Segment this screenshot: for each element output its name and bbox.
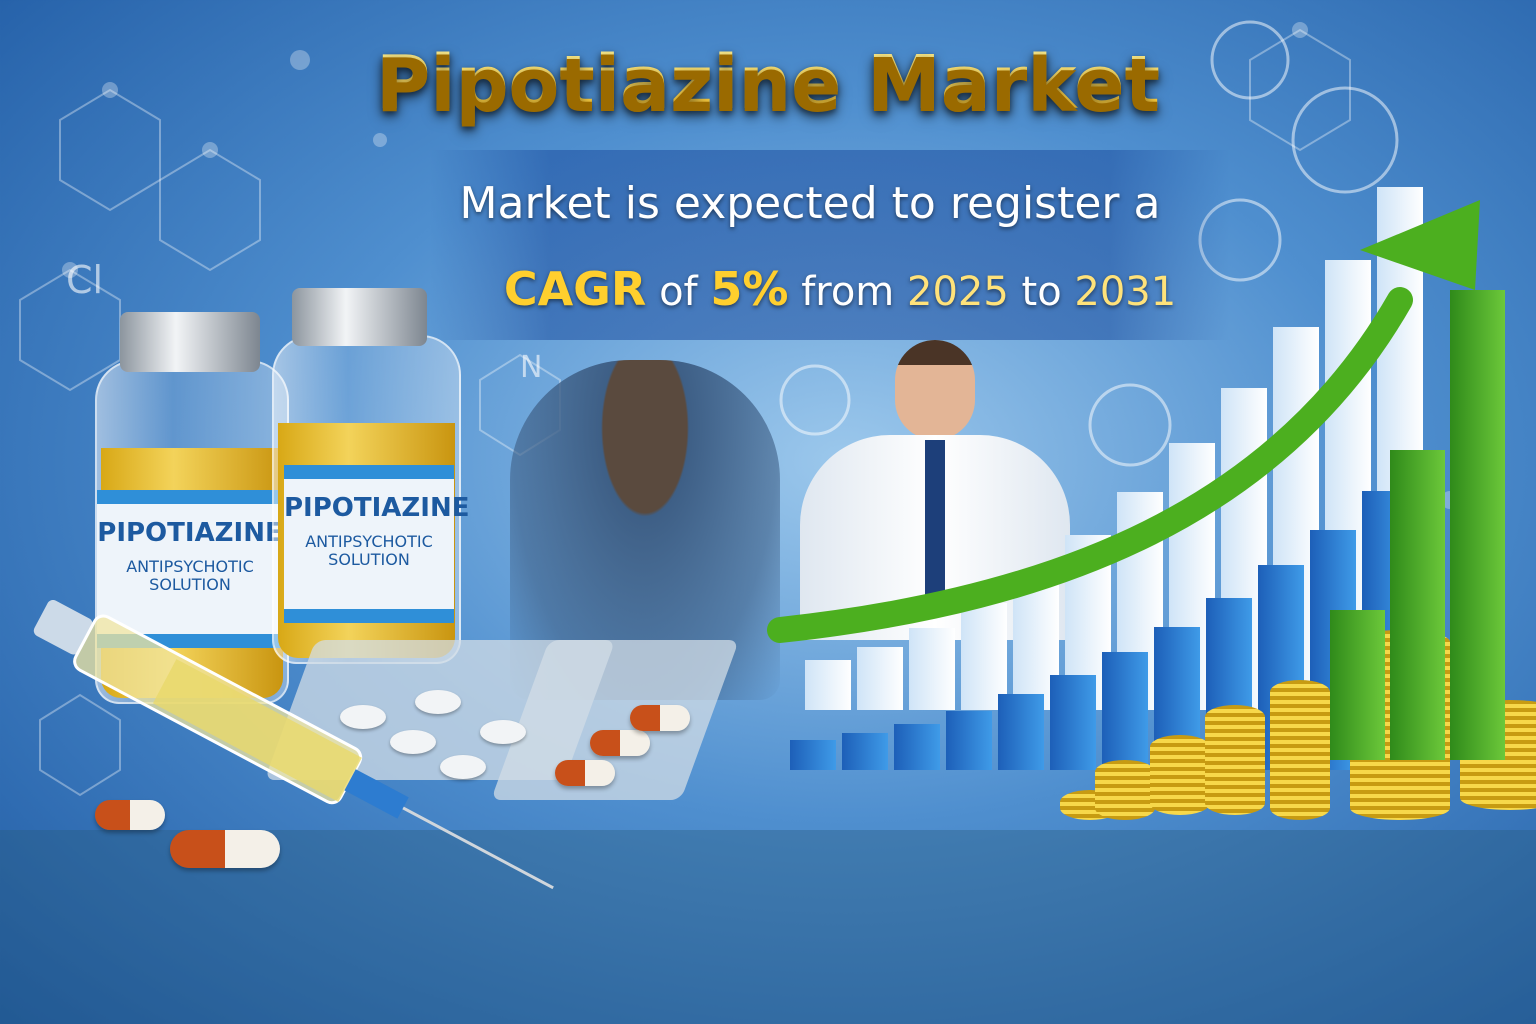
blue-bar xyxy=(1050,675,1096,770)
vial-right-form: SOLUTION xyxy=(328,550,410,569)
coin-stack xyxy=(1095,760,1155,820)
growth-arrow xyxy=(767,200,1480,643)
capsule xyxy=(590,730,650,756)
capsule xyxy=(630,705,690,731)
cagr-label: CAGR xyxy=(503,262,647,316)
tablet xyxy=(440,755,486,779)
blue-bar xyxy=(1102,652,1148,770)
end-year: 2031 xyxy=(1074,269,1177,315)
tablet xyxy=(390,730,436,754)
green-bar xyxy=(1330,610,1385,760)
blue-bar xyxy=(998,694,1044,770)
white-bar xyxy=(909,628,955,710)
vial-left-form: SOLUTION xyxy=(149,575,231,594)
to-text: to xyxy=(1021,269,1062,315)
subtitle-line-1: Market is expected to register a xyxy=(459,178,1161,229)
white-bar xyxy=(805,660,851,710)
green-bar xyxy=(1450,290,1505,760)
cagr-value: 5% xyxy=(710,262,789,316)
vial-right-cap xyxy=(292,288,427,346)
vial-right-type: ANTIPSYCHOTIC xyxy=(305,532,433,551)
tablet xyxy=(415,690,461,714)
capsule xyxy=(555,760,615,786)
vial-right-name: PIPOTIAZINE xyxy=(284,493,470,523)
chlorine-symbol: Cl xyxy=(66,258,104,302)
white-bar xyxy=(857,647,903,710)
white-bar xyxy=(961,603,1007,710)
coin-stack xyxy=(1150,735,1210,815)
of-text: of xyxy=(659,269,698,315)
syringe xyxy=(33,600,554,890)
page-title: Pipotiazine Market xyxy=(0,40,1536,126)
coin-stack xyxy=(1270,680,1330,820)
start-year: 2025 xyxy=(907,269,1009,315)
vial-left-label: PIPOTIAZINE ANTIPSYCHOTIC SOLUTION xyxy=(97,490,283,648)
green-bar xyxy=(1390,450,1445,760)
subtitle-line-2: CAGR of 5% from 2025 to 2031 xyxy=(440,262,1240,316)
tablet xyxy=(480,720,526,744)
subtitle-banner xyxy=(430,150,1230,340)
blue-bar xyxy=(946,710,992,770)
vial-left-type: ANTIPSYCHOTIC xyxy=(126,557,254,576)
capsule xyxy=(95,800,165,830)
nitrogen-symbol: N xyxy=(520,350,543,385)
vial-right-label: PIPOTIAZINE ANTIPSYCHOTIC SOLUTION xyxy=(284,465,470,623)
vial-left-name: PIPOTIAZINE xyxy=(97,518,283,548)
capsule xyxy=(170,830,280,868)
tablet xyxy=(340,705,386,729)
blue-bar xyxy=(790,740,836,770)
coin-stack xyxy=(1205,705,1265,815)
vial-left-cap xyxy=(120,312,260,372)
blue-bar xyxy=(842,733,888,770)
blue-bar xyxy=(894,723,940,770)
from-text: from xyxy=(801,269,895,315)
